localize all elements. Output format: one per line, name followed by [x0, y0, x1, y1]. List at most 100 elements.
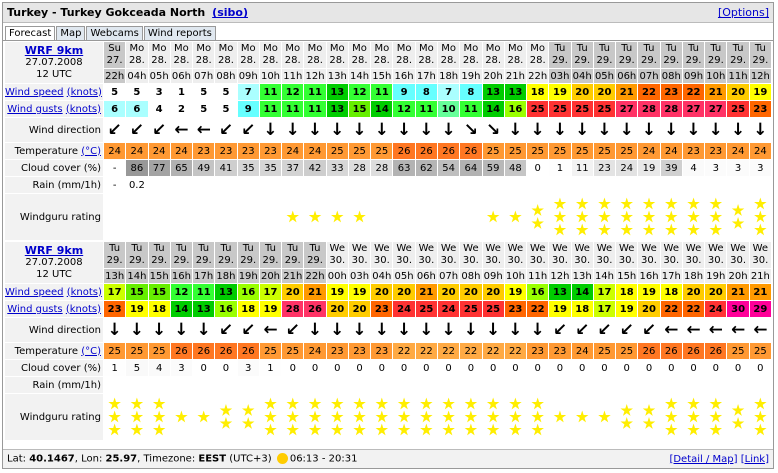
rain-cell — [193, 177, 214, 193]
temperature-cell: 24 — [170, 143, 193, 159]
temperature-label-text[interactable]: (°C) — [81, 145, 101, 157]
rain-cell — [683, 177, 704, 193]
rain-cell — [304, 377, 325, 393]
weekday: Tu — [732, 43, 744, 54]
wind-gusts-label-text[interactable]: (knots) — [65, 103, 101, 115]
wind-gusts-cell: 14 — [371, 101, 393, 117]
weekday: Mo — [240, 43, 256, 54]
tab[interactable]: Webcams — [86, 26, 143, 40]
date: 29. — [685, 55, 702, 66]
date: 28. — [507, 55, 524, 66]
temperature-cell: 26 — [660, 343, 682, 359]
wind-speed-cell: 20 — [682, 284, 705, 300]
link[interactable]: [Link] — [740, 453, 769, 465]
hour-cell: 20h — [259, 269, 282, 283]
wind-speed-cell: 20 — [727, 84, 749, 100]
wind-speed-cell: 17 — [593, 284, 616, 300]
rating-stars — [616, 195, 637, 239]
weekday: We — [685, 243, 702, 254]
user-link[interactable]: (sibo) — [212, 6, 248, 19]
cloud-cell: 41 — [215, 160, 237, 176]
options-link[interactable]: [Options] — [717, 6, 769, 19]
wind-gusts-cell: 20 — [326, 301, 348, 317]
rating-stars — [171, 395, 192, 439]
star — [620, 210, 633, 223]
day-row: WRF 9km 27.07.2008 12 UTC Su 27. Mo 28. Mo 28. Mo… — [5, 42, 771, 83]
cloud-cell: 49 — [193, 160, 215, 176]
day-cell: Tu 29. — [660, 42, 682, 68]
date: 29. — [551, 55, 568, 66]
cloud-cover-label-text: Cloud cover (%) — [20, 362, 101, 374]
star — [575, 197, 589, 210]
rating-cell — [638, 194, 659, 240]
detail-link[interactable]: [Detail / Map] — [669, 453, 738, 465]
wind-arrow: ↘ — [463, 120, 478, 140]
model-link[interactable]: WRF 9km — [24, 243, 84, 257]
rating-stars — [149, 395, 170, 439]
day-cell: Mo 28. — [304, 42, 326, 68]
rain-cell — [438, 177, 459, 193]
rating-cell — [238, 194, 259, 240]
star — [152, 423, 166, 436]
tab[interactable]: Map — [56, 26, 86, 40]
star — [531, 217, 544, 229]
rain-cell — [527, 177, 548, 193]
hour-cell: 21h — [282, 269, 304, 283]
cloud-cell: 0 — [549, 360, 571, 376]
date: 30. — [685, 255, 702, 266]
cloud-cell: 0 — [527, 360, 549, 376]
cloud-cell: 0 — [326, 360, 348, 376]
temperature-cell: 25 — [616, 343, 638, 359]
wind-speed-label-text[interactable]: Wind speed — [5, 286, 64, 298]
hour-cell: 09h — [682, 69, 705, 83]
rating-stars — [460, 195, 481, 239]
temperature-cell: 24 — [571, 343, 593, 359]
wind-gusts-label-text[interactable]: (knots) — [65, 303, 101, 315]
tab[interactable]: Forecast — [5, 26, 56, 40]
star — [665, 423, 678, 436]
wind-gusts-cell: 5 — [193, 101, 215, 117]
star — [219, 417, 233, 429]
cloud-cell: 3 — [237, 360, 259, 376]
star — [642, 417, 656, 429]
temperature-cell: 24 — [148, 143, 170, 159]
rating-cell — [638, 394, 659, 440]
star — [331, 423, 344, 436]
rain-cell — [149, 177, 170, 193]
weekday: Tu — [621, 43, 633, 54]
wind-gusts-cell: 11 — [460, 101, 482, 117]
wind-gusts-row: Wind gusts (knots) 6 6 4 2 5 5 9 11 11 11 13 15 14 12 1… — [5, 101, 771, 117]
wind-gusts-label-text[interactable]: Wind gusts — [7, 303, 63, 315]
cloud-cell: 48 — [504, 160, 527, 176]
hour-cell: 19h — [460, 69, 482, 83]
wind-gusts-cell: 17 — [593, 301, 616, 317]
hour-cell: 11h — [727, 69, 749, 83]
wind-gusts-cell: 24 — [437, 301, 460, 317]
model-link[interactable]: WRF 9km — [24, 43, 84, 57]
star — [353, 423, 366, 436]
wind-gusts-cell: 19 — [549, 301, 571, 317]
wind-arrow: ↓ — [486, 320, 501, 340]
wind-speed-label-text[interactable]: (knots) — [66, 86, 102, 98]
wind-direction-label-text: Wind direction — [28, 124, 101, 136]
wind-speed-label-text[interactable]: (knots) — [66, 286, 102, 298]
wind-speed-label-text[interactable]: Wind speed — [5, 86, 64, 98]
wind-speed-label: Wind speed (knots) — [5, 284, 103, 300]
hour-cell: 05h — [593, 69, 616, 83]
rating-cell — [572, 394, 593, 440]
date: 30. — [396, 255, 413, 266]
day-cell: Mo 28. — [170, 42, 193, 68]
rating-stars — [683, 195, 704, 239]
weekday: Tu — [554, 43, 566, 54]
temperature-label-text[interactable]: (°C) — [81, 345, 101, 357]
wind-gusts-label-text[interactable]: Wind gusts — [7, 103, 63, 115]
rating-stars — [527, 395, 548, 439]
wind-gusts-cell: 16 — [504, 101, 527, 117]
wind-gusts-cell: 11 — [282, 101, 304, 117]
rating-stars — [727, 195, 748, 239]
star — [531, 204, 544, 216]
hour-cell: 15h — [371, 69, 393, 83]
wind-gusts-cell: 13 — [326, 101, 348, 117]
rain-cell — [193, 377, 214, 393]
tab[interactable]: Wind reports — [143, 26, 216, 40]
